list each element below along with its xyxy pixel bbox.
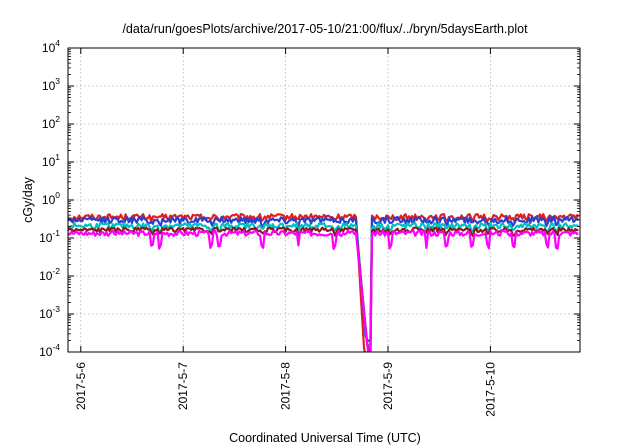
y-tick-labels: 10-4 10-3 10-2 10-1 100 101 102 103 104 xyxy=(39,38,60,359)
y-tick-label: 103 xyxy=(42,76,60,93)
series-line xyxy=(68,229,579,352)
series-line xyxy=(68,226,579,352)
y-axis-title: cGy/day xyxy=(21,176,35,223)
x-tick-labels: 2017-5-6 2017-5-7 2017-5-8 2017-5-9 2017-5-1… xyxy=(74,362,498,417)
x-tick-label: 2017-5-9 xyxy=(381,362,395,410)
series-line xyxy=(68,215,580,342)
y-tick-label: 10-2 xyxy=(39,266,60,283)
x-tick-label: 2017-5-8 xyxy=(279,362,293,410)
series-line xyxy=(68,213,580,352)
x-axis-title: Coordinated Universal Time (UTC) xyxy=(229,431,421,445)
y-tick-label: 101 xyxy=(42,152,60,169)
series-lines xyxy=(68,213,580,352)
x-tick-label: 2017-5-10 xyxy=(483,362,497,417)
y-tick-label: 10-1 xyxy=(39,228,60,245)
series-line xyxy=(68,221,579,347)
x-tick-label: 2017-5-7 xyxy=(176,362,190,410)
chart-title: /data/run/goesPlots/archive/2017-05-10/2… xyxy=(122,22,528,36)
y-tick-label: 102 xyxy=(42,114,60,131)
x-tick-label: 2017-5-6 xyxy=(74,362,88,410)
ticks xyxy=(68,47,580,353)
y-tick-label: 10-3 xyxy=(39,304,60,321)
y-tick-label: 100 xyxy=(42,190,60,207)
grid xyxy=(68,48,580,352)
y-tick-label: 104 xyxy=(42,38,60,55)
y-tick-label: 10-4 xyxy=(39,342,60,359)
